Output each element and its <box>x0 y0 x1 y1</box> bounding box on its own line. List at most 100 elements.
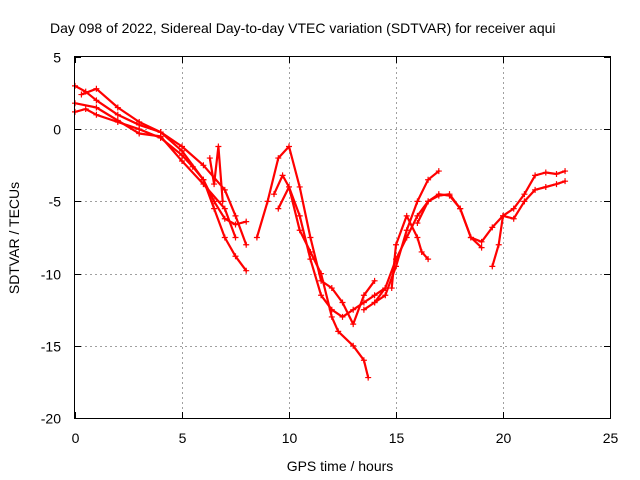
data-point <box>296 183 303 190</box>
x-tick-label: 10 <box>282 430 298 446</box>
data-point <box>350 306 357 313</box>
data-point <box>93 111 100 118</box>
series-trace <box>73 84 248 272</box>
data-point <box>93 85 100 92</box>
data-point <box>335 328 342 335</box>
series-trace <box>255 145 376 326</box>
data-point <box>275 155 282 162</box>
data-point <box>307 248 314 255</box>
data-point <box>425 198 432 205</box>
tick-label-layer: 0 5 10 15 20 25 5 0 -5 -10 -15 -20 <box>41 50 619 447</box>
data-point <box>403 234 410 241</box>
data-point <box>435 192 442 199</box>
data-point <box>532 186 539 193</box>
data-point <box>489 263 496 270</box>
data-point <box>478 238 485 245</box>
data-point <box>264 198 271 205</box>
data-point <box>232 253 239 260</box>
series-trace <box>80 87 248 246</box>
data-point <box>211 181 218 188</box>
series-track-8 <box>275 183 372 381</box>
data-point <box>371 277 378 284</box>
data-point <box>114 104 121 111</box>
grid-layer <box>75 57 610 418</box>
y-tick-label: -15 <box>41 339 61 355</box>
data-point <box>365 374 372 381</box>
data-point <box>414 212 421 219</box>
series-track-12 <box>414 178 569 245</box>
x-axis-label: GPS time / hours <box>287 458 394 474</box>
data-point <box>360 299 367 306</box>
data-point <box>271 191 278 198</box>
data-point <box>253 234 260 241</box>
data-point <box>221 205 228 212</box>
data-point <box>93 104 100 111</box>
data-point <box>200 162 207 169</box>
data-point <box>179 143 185 150</box>
data-point <box>382 285 389 292</box>
data-point <box>478 244 485 251</box>
data-point <box>318 270 325 277</box>
data-point <box>157 129 164 136</box>
y-tick-label: 0 <box>53 122 61 138</box>
data-point <box>221 234 228 241</box>
series-trace <box>373 193 483 304</box>
data-point <box>93 97 100 104</box>
series-track-5 <box>206 143 226 205</box>
series-trace <box>208 145 224 203</box>
series-trace <box>277 185 370 379</box>
series-track-1 <box>72 105 250 228</box>
data-point <box>371 299 378 306</box>
data-point <box>500 212 506 219</box>
data-point <box>136 130 143 137</box>
data-point <box>78 91 85 98</box>
data-point <box>136 118 143 125</box>
data-point <box>350 321 357 328</box>
y-axis-label: SDTVAR / TECUs <box>6 182 22 294</box>
data-point <box>542 183 549 190</box>
x-tick-label: 5 <box>179 430 187 446</box>
data-point <box>562 178 569 185</box>
y-tick-label: 5 <box>53 50 61 66</box>
data-point <box>403 227 410 234</box>
data-point <box>562 168 569 175</box>
data-point <box>532 172 539 179</box>
data-point <box>521 191 528 198</box>
data-point <box>307 256 314 263</box>
x-tick-label: 25 <box>603 430 619 446</box>
data-point <box>553 181 560 188</box>
data-point <box>232 234 239 241</box>
data-point <box>414 220 421 227</box>
data-point <box>328 285 335 292</box>
data-point <box>418 248 425 255</box>
data-point <box>279 172 286 179</box>
data-point <box>414 234 421 241</box>
data-point <box>286 143 292 150</box>
series-track-4 <box>78 85 250 248</box>
data-point <box>82 105 89 112</box>
data-point <box>510 215 517 222</box>
data-point <box>179 157 185 164</box>
data-point <box>211 205 218 212</box>
series-trace <box>362 170 440 311</box>
data-point <box>243 241 250 248</box>
series-layer <box>72 82 569 381</box>
data-point <box>371 292 378 299</box>
data-point <box>328 313 335 320</box>
data-point <box>542 169 549 176</box>
data-point <box>446 191 453 198</box>
data-point <box>360 292 367 299</box>
series-track-13 <box>489 168 569 270</box>
data-point <box>360 357 367 364</box>
data-point <box>307 234 314 241</box>
plot-frame <box>74 56 611 419</box>
series-track-3 <box>72 100 239 241</box>
data-point <box>350 342 357 349</box>
data-point <box>286 183 292 190</box>
data-point <box>467 234 474 241</box>
data-point <box>489 224 496 231</box>
chart-title: Day 098 of 2022, Sidereal Day-to-day VTE… <box>50 20 556 36</box>
data-point <box>495 241 502 248</box>
x-tick-label: 15 <box>389 430 405 446</box>
tick-layer <box>75 57 611 419</box>
